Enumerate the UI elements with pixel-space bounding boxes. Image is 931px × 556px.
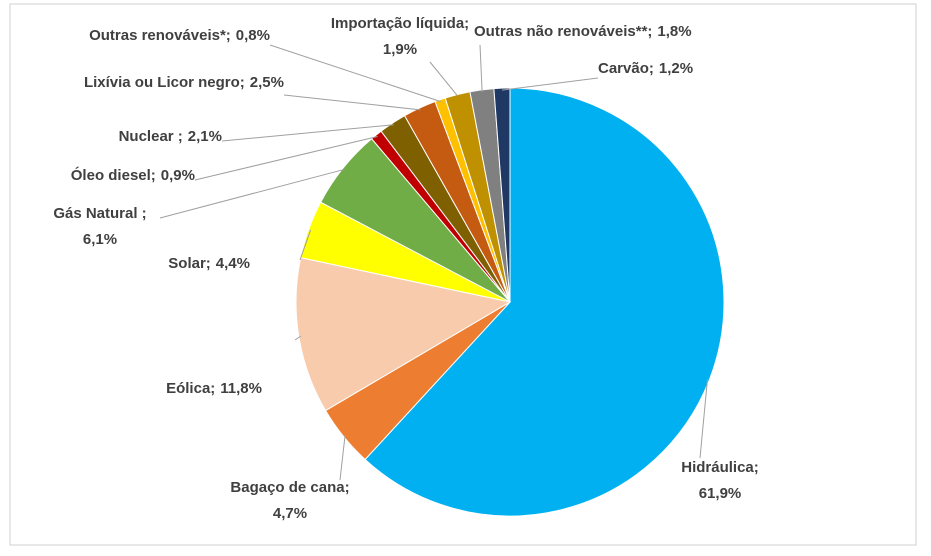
label-value: 61,9% (699, 485, 742, 502)
label-category: Bagaço de cana; (230, 479, 349, 496)
label-category: Solar; (168, 255, 211, 272)
label-category: Nuclear ; (119, 128, 183, 145)
data-label: Outras não renováveis**; 1,8% (474, 23, 692, 40)
leader-line (699, 378, 709, 459)
data-label: Eólica; 11,8% (166, 380, 262, 397)
label-value: 4,4% (216, 255, 250, 272)
label-value: 1,2% (659, 60, 693, 77)
label-category: Gás Natural ; (53, 205, 146, 222)
label-category: Hidráulica; (681, 459, 759, 476)
label-category: Óleo diesel; (71, 166, 156, 184)
data-label: Outras renováveis*; 0,8% (89, 27, 270, 44)
leader-line (339, 435, 346, 481)
leader-line (429, 61, 459, 97)
data-label: Nuclear ; 2,1% (119, 128, 222, 145)
data-label: Óleo diesel; 0,9% (71, 166, 195, 184)
data-label: Lixívia ou Licor negro; 2,5% (84, 74, 284, 91)
label-value: 11,8% (220, 380, 262, 397)
label-category: Importação líquida; (331, 15, 469, 32)
leader-line (294, 335, 302, 341)
label-category: Outras não renováveis**; (474, 23, 652, 40)
label-category: Lixívia ou Licor negro; (84, 74, 245, 91)
leader-line (283, 94, 421, 111)
leader-line (501, 77, 599, 91)
leader-line (159, 168, 345, 219)
data-label: Bagaço de cana; 4,7% (230, 479, 349, 522)
leader-line (194, 135, 378, 181)
label-category: Eólica; (166, 380, 215, 397)
leader-line (269, 44, 441, 103)
label-value: 2,5% (250, 74, 284, 91)
pie-slice (493, 87, 511, 303)
label-value: 6,1% (83, 231, 117, 248)
label-value: 0,9% (161, 167, 195, 184)
label-value: 4,7% (273, 505, 307, 522)
label-value: 1,8% (657, 23, 691, 40)
leader-line (299, 229, 312, 261)
leader-line (221, 124, 394, 142)
data-label: Gás Natural ; 6,1% (53, 205, 146, 248)
label-category: Outras renováveis*; (89, 27, 231, 44)
label-value: 2,1% (188, 128, 222, 145)
data-label: Carvão; 1,2% (598, 60, 693, 77)
label-value: 1,9% (383, 41, 417, 58)
data-label: Solar; 4,4% (168, 255, 250, 272)
label-value: 0,8% (236, 27, 270, 44)
leader-line (479, 44, 483, 92)
data-label: Hidráulica; 61,9% (681, 459, 759, 502)
label-category: Carvão; (598, 60, 654, 77)
pie-slice (295, 257, 512, 412)
pie-slice (364, 87, 725, 517)
data-label: Importação líquida; 1,9% (331, 15, 469, 58)
